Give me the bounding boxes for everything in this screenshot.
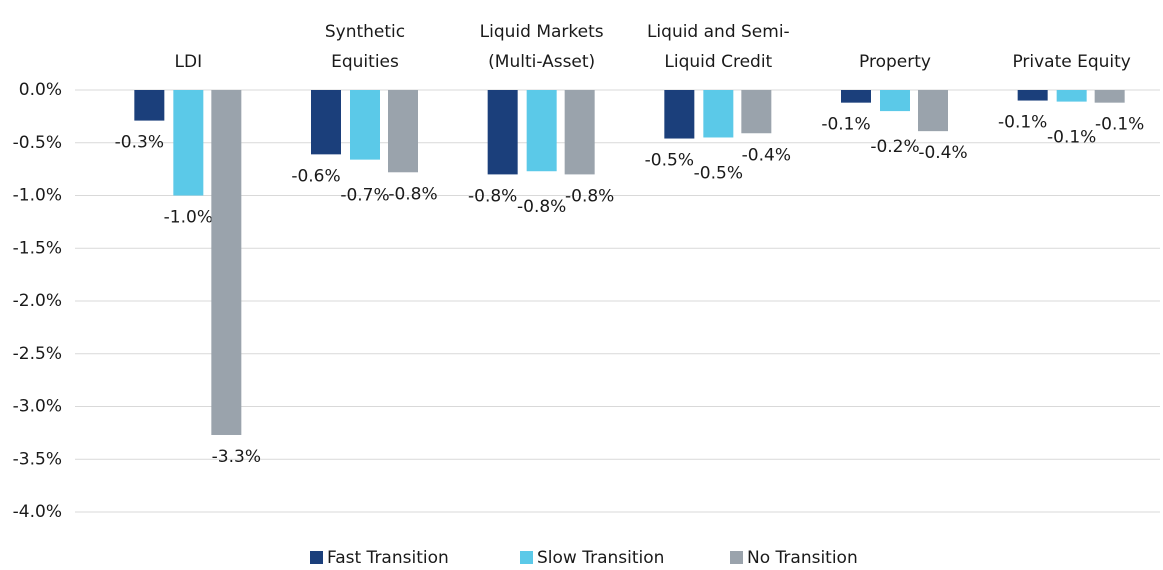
x-category-label: Liquid and Semi- bbox=[647, 22, 790, 42]
bar bbox=[487, 90, 518, 175]
bar bbox=[311, 90, 341, 155]
bar bbox=[211, 90, 242, 435]
bar bbox=[880, 90, 910, 112]
bar bbox=[526, 90, 557, 172]
data-label: -0.1% bbox=[821, 115, 870, 135]
bar bbox=[703, 90, 734, 138]
y-tick-label: -4.0% bbox=[13, 502, 62, 522]
y-tick-label: -2.5% bbox=[13, 344, 62, 364]
data-label: -0.6% bbox=[291, 166, 340, 186]
bar bbox=[664, 90, 695, 139]
data-label: -0.4% bbox=[742, 145, 791, 165]
data-label: -0.1% bbox=[1047, 128, 1096, 148]
bar bbox=[173, 90, 204, 196]
x-category-label: Property bbox=[859, 52, 931, 72]
data-label: -0.1% bbox=[1095, 115, 1144, 135]
data-label: -3.3% bbox=[212, 447, 261, 467]
data-label: -0.7% bbox=[340, 186, 389, 206]
bar bbox=[564, 90, 595, 175]
legend-label: Fast Transition bbox=[327, 548, 449, 568]
bar bbox=[1017, 90, 1048, 101]
data-label: -0.2% bbox=[870, 137, 919, 157]
x-category-label: Synthetic bbox=[325, 22, 405, 42]
bar bbox=[918, 90, 948, 132]
data-label: -0.5% bbox=[645, 151, 694, 171]
data-label: -0.8% bbox=[517, 197, 566, 217]
data-label: -0.4% bbox=[918, 143, 967, 163]
bar bbox=[134, 90, 165, 121]
x-category-label: Liquid Credit bbox=[664, 52, 772, 72]
y-tick-label: 0.0% bbox=[19, 80, 62, 100]
bar bbox=[841, 90, 871, 103]
y-tick-label: -0.5% bbox=[13, 133, 62, 153]
y-tick-label: -3.5% bbox=[13, 449, 62, 469]
data-label: -0.8% bbox=[468, 186, 517, 206]
bar bbox=[741, 90, 772, 134]
legend-swatch bbox=[730, 551, 743, 564]
bar bbox=[350, 90, 380, 160]
x-category-label: Liquid Markets bbox=[480, 22, 604, 42]
y-tick-label: -3.0% bbox=[13, 397, 62, 417]
y-tick-label: -1.5% bbox=[13, 238, 62, 258]
data-label: -0.8% bbox=[565, 186, 614, 206]
legend-label: No Transition bbox=[747, 548, 858, 568]
y-tick-label: -2.0% bbox=[13, 291, 62, 311]
legend-swatch bbox=[310, 551, 323, 564]
data-label: -1.0% bbox=[164, 208, 213, 228]
x-category-label: LDI bbox=[175, 52, 203, 72]
data-label: -0.3% bbox=[115, 133, 164, 153]
y-tick-label: -1.0% bbox=[13, 186, 62, 206]
bar bbox=[1056, 90, 1087, 102]
legend-label: Slow Transition bbox=[537, 548, 664, 568]
data-label: -0.5% bbox=[694, 163, 743, 183]
x-category-label: Private Equity bbox=[1012, 52, 1130, 72]
bar bbox=[388, 90, 418, 173]
legend-swatch bbox=[520, 551, 533, 564]
x-category-label: (Multi-Asset) bbox=[488, 52, 595, 72]
data-label: -0.8% bbox=[388, 184, 437, 204]
bar bbox=[1094, 90, 1125, 103]
data-label: -0.1% bbox=[998, 113, 1047, 133]
x-category-label: Equities bbox=[331, 52, 399, 72]
